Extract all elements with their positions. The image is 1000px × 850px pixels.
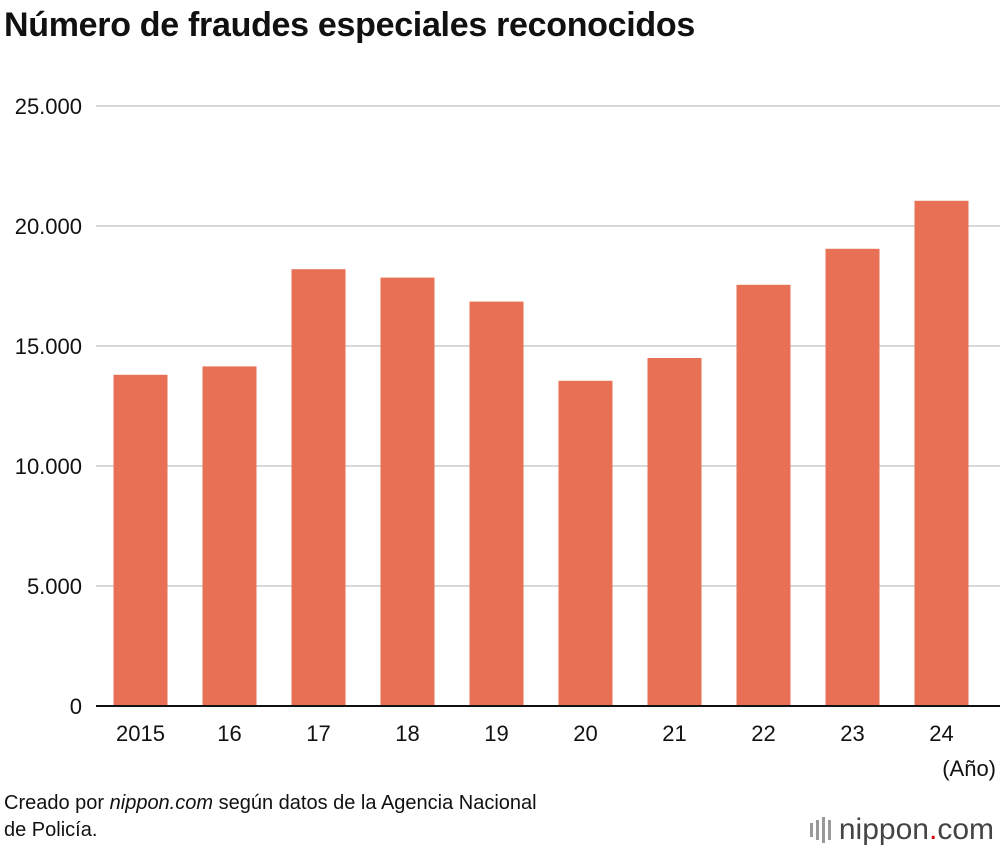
x-tick-label: 23 <box>840 721 864 746</box>
nippon-logo: nippon. com <box>809 812 994 848</box>
logo-tld: com <box>937 813 994 846</box>
bar <box>113 374 168 706</box>
bar <box>469 301 524 706</box>
chart-title: Número de fraudes especiales reconocidos <box>4 6 695 44</box>
logo-dot: . <box>928 813 938 846</box>
y-tick-label: 10.000 <box>15 454 82 479</box>
bar <box>291 269 346 706</box>
y-axis-labels: 0 5.000 10.000 15.000 20.000 25.000 <box>15 94 82 719</box>
bar <box>914 200 969 707</box>
x-axis-unit-label: (Año) <box>942 756 996 781</box>
x-tick-label: 19 <box>484 721 508 746</box>
x-axis-labels: 2015 16 17 18 19 20 21 22 23 24 <box>116 721 954 746</box>
source-suffix: según datos de la Agencia Nacional <box>213 792 537 814</box>
source-line2: de Policía. <box>4 819 98 841</box>
bar-chart: 0 5.000 10.000 15.000 20.000 25.000 2015 16 17 1… <box>15 94 1000 781</box>
x-tick-label: 21 <box>662 721 686 746</box>
y-tick-label: 5.000 <box>27 574 82 599</box>
x-tick-label: 24 <box>929 721 953 746</box>
x-tick-label: 17 <box>306 721 330 746</box>
x-tick-label: 2015 <box>116 721 165 746</box>
y-tick-label: 25.000 <box>15 94 82 119</box>
bar <box>202 366 257 706</box>
logo-name: nippon <box>838 813 929 846</box>
source-note: Creado por nippon.com según datos de la … <box>4 790 704 844</box>
bar <box>558 380 613 706</box>
bars <box>113 200 969 707</box>
y-tick-label: 0 <box>70 694 82 719</box>
bar <box>380 277 435 706</box>
x-tick-label: 18 <box>395 721 419 746</box>
bar <box>647 358 702 706</box>
source-prefix: Creado por <box>4 792 110 814</box>
y-tick-label: 20.000 <box>15 214 82 239</box>
source-site: nippon.com <box>109 792 214 814</box>
bar <box>736 284 791 706</box>
y-tick-label: 15.000 <box>15 334 82 359</box>
x-tick-label: 22 <box>751 721 775 746</box>
x-tick-label: 20 <box>573 721 597 746</box>
x-tick-label: 16 <box>217 721 241 746</box>
bar <box>825 248 880 707</box>
logo-bars-icon <box>809 817 831 843</box>
